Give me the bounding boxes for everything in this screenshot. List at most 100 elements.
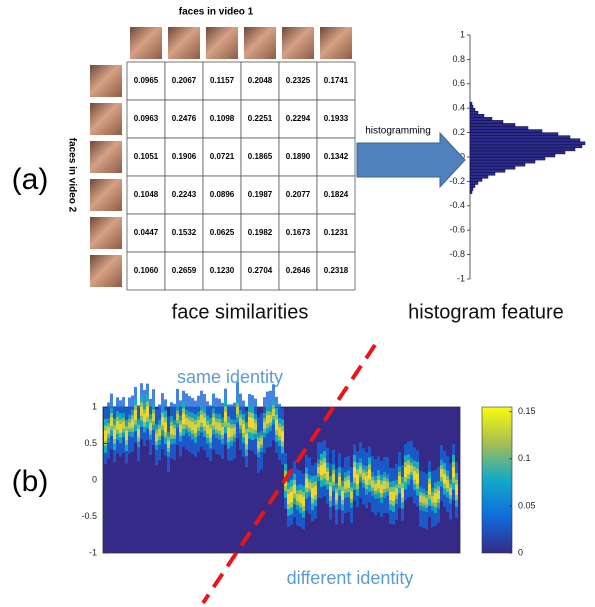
table-cell [316, 213, 356, 253]
table-cell [240, 99, 280, 139]
heatmap-cell [155, 433, 158, 441]
histogram-bar [469, 181, 479, 185]
histogram-bar [469, 190, 473, 194]
heatmap-cell [452, 467, 455, 477]
face-thumbnail [244, 27, 276, 59]
heatmap-cell [302, 497, 305, 507]
face-thumbnail [206, 27, 238, 59]
y-tick-label: -0.8 [449, 249, 465, 259]
histogram-bar [469, 156, 546, 161]
heatmap-cell [446, 480, 449, 488]
heatmap-cell [209, 429, 212, 438]
y-tick-label: 0.5 [84, 438, 97, 448]
annotation: different identity [287, 568, 414, 588]
face-thumbnail [90, 217, 122, 249]
table-cell [240, 137, 280, 177]
table-cell [316, 251, 356, 291]
heatmap-cell [329, 487, 332, 496]
heatmap-cell [104, 431, 107, 441]
heatmap-cell [449, 488, 452, 495]
y-tick-label: 0.2 [452, 127, 465, 137]
cell-value: 0.2294 [286, 114, 311, 123]
face-thumbnail [90, 179, 122, 211]
heatmap-cell [410, 466, 413, 472]
y-tick-label: -0.5 [81, 511, 97, 521]
heatmap-cell [134, 410, 137, 420]
heatmap-cell [140, 407, 143, 416]
histogram-bar [469, 104, 474, 109]
heatmap-cell [443, 474, 446, 484]
histogram-bar [469, 175, 489, 179]
heatmap-cell [254, 423, 257, 430]
histogram-bar [469, 165, 516, 170]
face-thumbnail [90, 103, 122, 135]
heatmap-cell [161, 417, 164, 426]
cell-value: 0.0447 [134, 228, 159, 237]
histogram-bar [469, 117, 493, 121]
cell-value: 0.1157 [210, 76, 235, 85]
table-cell [126, 175, 166, 215]
heatmap-cell [308, 483, 311, 489]
histogram-bar [469, 132, 559, 136]
heatmap-cell [227, 428, 230, 438]
heatmap-cell [128, 422, 131, 429]
histogram-bar [469, 114, 485, 118]
cell-value: 0.1982 [248, 228, 273, 237]
heatmap-cell [344, 481, 347, 489]
histogram-bar [469, 172, 496, 176]
heatmap-cell [377, 480, 380, 489]
heatmap-cell [425, 498, 428, 504]
arrow [356, 131, 466, 189]
arrow-label: histogramming [365, 126, 431, 137]
colorbar-tick-label: 0 [518, 547, 523, 557]
heatmap-cell [440, 469, 443, 477]
y-tick-label: -0.2 [449, 176, 465, 186]
cell-value: 0.1906 [172, 152, 197, 161]
panel-label: (a) [12, 163, 49, 196]
table-cell [126, 61, 166, 101]
table-cell [278, 213, 318, 253]
heatmap-cell [119, 424, 122, 433]
histogram-bar [469, 184, 476, 188]
heatmap-cell [107, 427, 110, 434]
heatmap-cell [179, 425, 182, 433]
heatmap-cell [389, 492, 392, 501]
heatmap-cell [296, 494, 299, 501]
cell-value: 0.2325 [286, 76, 311, 85]
heatmap-cell [245, 434, 248, 444]
heatmap-cell [437, 491, 440, 499]
histogram-bar [469, 138, 581, 142]
heatmap-cell [185, 418, 188, 425]
y-tick-label: 0.6 [452, 78, 465, 88]
heatmap-cell [356, 474, 359, 484]
face-thumbnail [168, 27, 200, 59]
heatmap-cell [194, 424, 197, 433]
cell-value: 0.2048 [248, 76, 273, 85]
heatmap-cell [320, 465, 323, 475]
y-tick-label: 1 [92, 401, 97, 411]
table-cell [126, 251, 166, 291]
y-tick-label: -0.6 [449, 225, 465, 235]
heatmap-cell [383, 481, 386, 489]
histogram-bar [469, 147, 576, 152]
heatmap-cell [350, 491, 353, 499]
cell-value: 0.2659 [172, 266, 197, 275]
heatmap-cell [269, 415, 272, 422]
heatmap-cell [170, 426, 173, 434]
annotation: same identity [177, 367, 283, 387]
heatmap-cell [341, 491, 344, 500]
face-thumbnail [90, 141, 122, 173]
heatmap-cell [251, 418, 254, 428]
y-tick-label: 0.8 [452, 54, 465, 64]
cell-value: 0.0721 [210, 152, 235, 161]
cell-value: 0.1060 [134, 266, 159, 275]
heatmap-cell [281, 431, 284, 441]
heatmap-cell [116, 421, 119, 430]
divider-line [201, 343, 377, 605]
heatmap-cell [143, 414, 146, 423]
table-cell [202, 213, 242, 253]
cell-value: 0.1824 [324, 190, 349, 199]
histogram-bar [469, 162, 526, 167]
heatmap-cell [275, 420, 278, 430]
histogram-bar [469, 187, 474, 191]
